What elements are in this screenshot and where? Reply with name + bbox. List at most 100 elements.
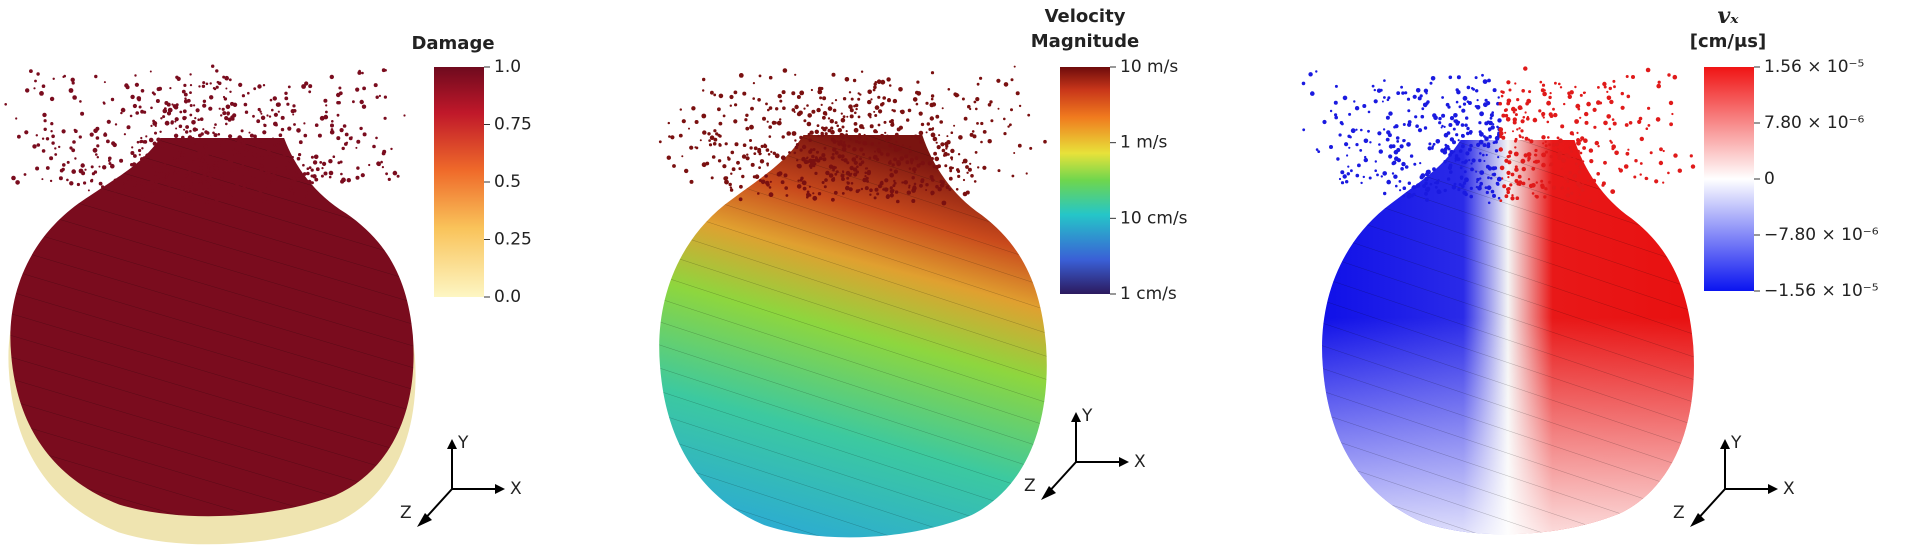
arrow [447,439,457,449]
particle [935,114,940,119]
particle [289,179,293,183]
particle [956,169,961,173]
particle [876,147,881,152]
particle [728,182,732,187]
particle [108,156,112,161]
particle [1574,119,1579,124]
particle [273,146,278,151]
particle [880,79,886,85]
particle [189,73,192,76]
particle [965,165,969,169]
particle [390,147,393,151]
particle [169,168,175,174]
particle [937,164,941,169]
particle [727,157,731,161]
particle [911,199,916,203]
particle [850,97,854,101]
arrow [1071,412,1081,422]
particle [1576,138,1580,142]
particle [1531,166,1536,171]
particle [248,131,251,134]
particle [1576,131,1579,134]
particle [896,199,900,204]
particle [1639,173,1642,176]
particle [1438,121,1442,125]
particle [1491,173,1495,176]
particle [812,148,816,151]
particle [93,170,98,174]
particle [803,159,809,165]
particle [375,136,378,140]
particle [1043,139,1047,144]
particle [1448,75,1453,80]
particle [1545,188,1548,191]
particle [1402,186,1407,190]
particle [213,166,217,170]
particle [857,115,861,119]
particle [214,197,220,202]
particle [946,140,951,145]
particle [717,107,721,112]
particle [189,129,192,133]
particle [1344,142,1349,147]
particle [312,160,318,165]
particle [915,102,919,106]
particle [874,81,878,84]
particle [907,108,912,113]
particle [202,160,205,163]
particle [870,98,873,101]
particle [1367,110,1371,114]
particle [1013,152,1016,154]
particle [831,156,835,160]
particle [140,136,143,140]
particle [1588,148,1594,153]
particle [202,170,206,175]
particle [874,105,880,110]
particle [202,138,205,141]
particle [102,165,107,170]
colorbar: vₓ[cm/μs]1.56 × 10⁻⁵7.80 × 10⁻⁶0−7.80 × … [1690,3,1879,301]
particle [32,144,37,149]
particle [1523,66,1528,71]
particle [33,87,36,90]
particle [1310,91,1315,96]
particle [292,176,297,181]
particle [1564,153,1569,158]
particle [1334,115,1338,120]
particle [233,174,237,178]
particle [197,118,200,121]
particle [156,165,160,168]
particle [888,161,892,165]
particle [1396,140,1400,143]
particle [162,115,166,119]
particle [1485,153,1488,157]
particle [269,98,273,102]
particle [61,129,66,134]
particle [258,151,262,154]
particle [920,122,925,127]
particle [1531,192,1535,195]
particle [348,136,353,141]
particle [1486,144,1491,149]
particle [1579,139,1582,142]
particle [307,190,312,196]
particle [1510,172,1515,177]
particle [762,116,766,121]
particle [941,148,946,153]
particle [328,175,332,179]
particle [834,172,838,176]
particle [1555,142,1559,147]
particle [183,92,188,97]
particle [1491,111,1494,114]
particle [1432,113,1437,118]
particle [733,119,738,124]
particle [1484,136,1489,141]
particle [1512,110,1516,114]
particle [1669,122,1673,127]
particle [295,170,299,174]
particle [701,113,707,119]
particle [1504,158,1509,163]
particle [1401,161,1406,167]
particle [186,98,191,103]
particle [251,151,257,156]
